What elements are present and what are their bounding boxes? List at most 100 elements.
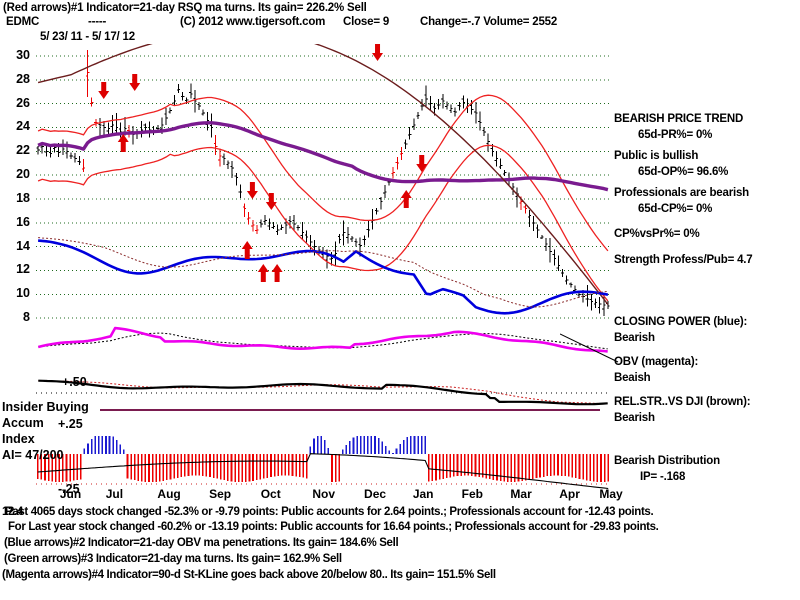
price-bar (131, 125, 135, 145)
price-bar (531, 215, 536, 232)
price-chart-panel[interactable] (36, 44, 610, 330)
obv-chart-svg[interactable] (36, 320, 610, 380)
price-bar (172, 95, 177, 105)
price-bar (176, 84, 181, 94)
price-bar (540, 235, 544, 240)
accum-index-overlay-line (37, 453, 609, 490)
obv-title: OBV (magenta): (614, 356, 699, 368)
accumulation-index-svg[interactable] (36, 436, 610, 498)
price-bar (102, 120, 106, 135)
price-bar (333, 241, 338, 266)
month-tick-sep: Sep (209, 487, 232, 501)
price-bar (457, 102, 461, 111)
price-bar (114, 113, 119, 135)
price-bar (201, 109, 205, 116)
obv-callout-connector (560, 333, 619, 363)
public-sentiment-title: Public is bullish (614, 150, 699, 162)
price-bar (341, 220, 346, 246)
price-bar (544, 237, 548, 252)
price-bar (292, 215, 296, 231)
price-bar (424, 85, 428, 107)
price-bar (139, 121, 144, 138)
sell-arrow-icon (246, 182, 258, 199)
price-bar (280, 224, 284, 230)
relative-strength-svg[interactable] (36, 370, 610, 410)
price-bar (189, 83, 193, 99)
month-tick-jul: Jul (105, 487, 124, 501)
insider-buying-label: Insider Buying (2, 400, 89, 414)
footer-line-5-magenta-arrows: (Magenta arrows)#4 Indicator=90-d St-KLi… (2, 569, 496, 581)
price-bar (85, 49, 90, 98)
obv-chart-panel[interactable] (36, 320, 610, 380)
price-bar (168, 107, 172, 114)
strength-prof-pub-value: Strength Profess/Pub= 4.7 (614, 254, 753, 266)
ma-65-purple (37, 121, 609, 192)
price-bar (370, 209, 375, 230)
cp-vs-pr-value: CP%vsPr%= 0% (614, 228, 700, 240)
price-bar (597, 296, 602, 314)
header-dashes: ----- (88, 16, 107, 28)
month-tick-aug: Aug (157, 487, 181, 501)
price-bar (523, 205, 528, 214)
sell-arrow-icon (372, 44, 384, 61)
price-bar (374, 208, 379, 215)
price-bar (246, 211, 251, 225)
accumulation-index-panel[interactable] (36, 436, 610, 498)
price-bar (263, 215, 267, 226)
price-bar (416, 112, 420, 120)
price-bar (379, 196, 383, 210)
price-bar (300, 222, 305, 240)
price-bar (164, 107, 168, 125)
y-axis-tick-label: 30 (16, 47, 30, 62)
price-bar (180, 92, 185, 101)
buy-arrow-icon (117, 134, 129, 152)
y-axis-tick-label: 14 (16, 238, 30, 253)
price-bar (486, 133, 490, 152)
price-trend-title: BEARISH PRICE TREND (614, 113, 744, 125)
y-axis-tick-label: 22 (16, 143, 30, 158)
price-bar (73, 153, 77, 163)
month-tick-feb: Feb (461, 487, 483, 501)
price-bar (391, 166, 395, 179)
price-bar (474, 102, 478, 124)
minus-twentyfive-label: -.25 (58, 482, 80, 496)
price-bar (94, 119, 98, 127)
price-bar (242, 203, 247, 217)
relstr-title: REL.STR..VS DJI (brown): (614, 396, 751, 408)
closing-power-blue-line (38, 239, 609, 315)
change-volume-label: Change=-.7 Volume= 2552 (420, 16, 558, 28)
price-bar (403, 139, 408, 150)
price-bar (275, 224, 280, 236)
buy-arrow-icon (241, 241, 253, 259)
price-bar (222, 153, 226, 165)
price-bar (478, 111, 482, 131)
price-bar (441, 93, 445, 109)
plus-fifty-label: +.50 (62, 375, 87, 389)
price-bar (556, 255, 561, 272)
relative-strength-panel[interactable] (36, 370, 610, 410)
month-tick-oct: Oct (260, 487, 281, 501)
relstr-value: Bearish (614, 412, 655, 424)
price-bar (408, 126, 412, 140)
price-bar (36, 145, 40, 155)
price-chart-svg[interactable] (36, 44, 610, 330)
footer-line-3-blue-arrows: (Blue arrows)#2 Indicator=21-day OBV ma … (4, 537, 399, 549)
obv-magenta-line (37, 326, 608, 353)
price-bar (552, 249, 556, 266)
copyright-notice: (C) 2012 www.tigersoft.com (180, 16, 326, 28)
price-bar (197, 101, 201, 111)
price-bar (81, 159, 86, 173)
month-tick-apr: Apr (559, 487, 580, 501)
price-bar (271, 221, 276, 229)
price-bar (436, 99, 441, 110)
price-bar (560, 269, 565, 277)
y-axis-tick-label: 12 (16, 262, 30, 277)
price-bar (209, 113, 214, 138)
price-bar (346, 226, 350, 244)
footer-overlap-number: 12.4 (2, 506, 23, 518)
price-bar (536, 224, 540, 239)
price-bar (213, 134, 218, 155)
price-bar (428, 95, 433, 112)
ma-upper-band (37, 94, 609, 252)
price-bar (502, 170, 507, 177)
